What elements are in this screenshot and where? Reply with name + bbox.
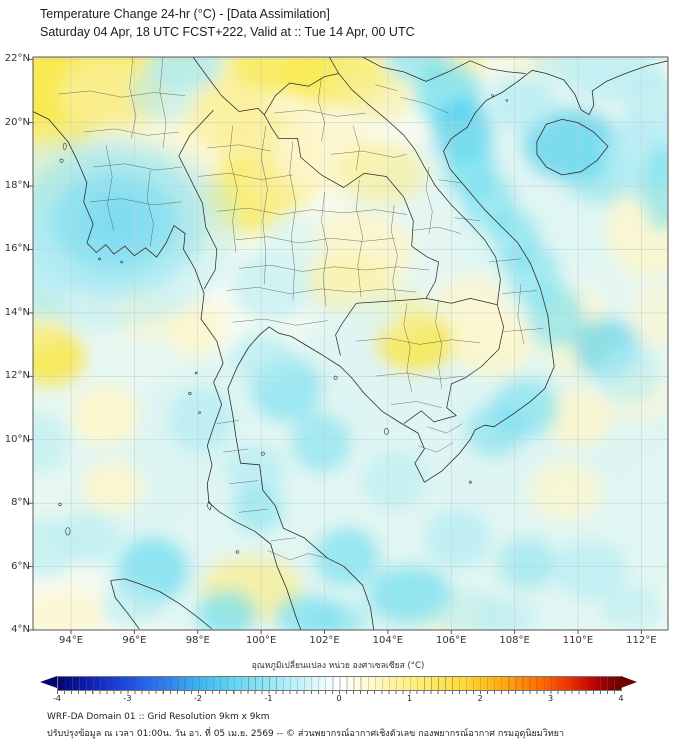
anomaly-blob [311, 601, 369, 630]
anomaly-blob [164, 301, 225, 356]
footer-domain-info: WRF-DA Domain 01 :: Grid Resolution 9km … [47, 712, 270, 722]
anomaly-blob [262, 213, 323, 274]
lat-label: 12°N [4, 370, 30, 382]
colorbar-tick: -4 [53, 694, 61, 703]
anomaly-blob [346, 297, 398, 336]
lat-label: 10°N [4, 433, 30, 445]
lon-label: 98°E [185, 635, 210, 646]
header: Temperature Change 24-hr (°C) - [Data As… [40, 5, 415, 41]
country-borders [178, 57, 526, 424]
anomaly-blob [291, 412, 352, 473]
anomaly-blob [424, 507, 491, 569]
lon-label: 112°E [626, 635, 657, 646]
anomaly-blob [167, 387, 235, 455]
lat-label: 20°N [4, 116, 30, 128]
anomaly-blob [435, 274, 506, 332]
anomaly-blob [337, 141, 426, 206]
lon-label: 94°E [58, 635, 84, 646]
map-frame [32, 56, 669, 631]
coastlines [33, 60, 668, 630]
anomaly-blob [530, 57, 582, 79]
colorbar-tickmarks [57, 691, 621, 694]
anomaly-blob [231, 485, 285, 534]
colorbar [40, 676, 637, 691]
anomaly-blob [313, 527, 381, 588]
lon-label: 108°E [499, 635, 530, 646]
colorbar-left-arrow [40, 676, 57, 688]
footer-credit: ปรับปรุงข้อมูล ณ เวลา 01:00น. วัน อา. ที… [47, 729, 565, 739]
lat-label: 22°N [4, 53, 30, 65]
anomaly-blob [131, 65, 195, 123]
colorbar-tick: -1 [264, 694, 273, 703]
colorbar-tick: 2 [477, 694, 483, 703]
anomaly-blob [628, 284, 668, 348]
anomaly-blob [601, 587, 668, 630]
colorbar-tick: 0 [336, 694, 342, 703]
map-grid [33, 57, 668, 631]
anomaly-blob [465, 403, 526, 458]
anomaly-blob [337, 65, 414, 123]
lon-label: 110°E [562, 635, 594, 646]
islands [58, 94, 508, 554]
anomaly-blob [72, 385, 140, 447]
lon-label: 96°E [122, 635, 147, 646]
anomaly-blob [59, 511, 121, 565]
anomaly-blob [33, 244, 70, 318]
lon-label: 100°E [245, 635, 277, 646]
colorbar-tick: 4 [618, 694, 624, 703]
colorbar-right-arrow [621, 676, 637, 688]
anomaly-blob [82, 460, 143, 515]
anomaly-blob [528, 460, 602, 521]
colorbar-gradient [57, 676, 622, 691]
colorbar-tick: 1 [406, 694, 413, 703]
anomaly-blob [527, 284, 585, 348]
anomaly-blob [101, 580, 162, 629]
colorbar-tick: -3 [123, 694, 132, 703]
lon-label: 104°E [372, 635, 404, 646]
anomaly-blob [33, 412, 70, 473]
colorbar-tick: 3 [547, 694, 554, 703]
anomaly-blob [479, 598, 537, 630]
lat-label: 14°N [4, 306, 30, 318]
anomaly-blob [360, 450, 428, 512]
lat-label: 18°N [4, 180, 30, 192]
colorbar-tick: -2 [194, 694, 202, 703]
anomaly-blob [196, 590, 257, 630]
page-title: Temperature Change 24-hr (°C) - [Data As… [40, 7, 330, 21]
anomaly-blob [367, 565, 453, 626]
anomaly-blob [33, 132, 239, 329]
anomaly-blob [554, 539, 628, 600]
anomaly-blob [33, 588, 106, 630]
lat-label: 6°N [11, 560, 30, 572]
page-subtitle: Saturday 04 Apr, 18 UTC FCST+222, Valid … [40, 25, 415, 39]
lat-label: 8°N [11, 497, 30, 509]
lat-label: 4°N [11, 624, 30, 635]
temperature-anomaly-field [33, 57, 668, 630]
lon-label: 106°E [436, 635, 467, 646]
anomaly-blob [490, 76, 558, 131]
province-boundaries [58, 57, 544, 561]
lat-label: 16°N [4, 243, 30, 255]
colorbar-label: อุณหภูมิเปลี่ยนแปลง หน่วย องศาเซลเซียส (… [251, 661, 425, 671]
anomaly-blob [598, 343, 659, 404]
forecast-map [29, 56, 669, 634]
anomaly-blob [497, 536, 558, 591]
axis-ticks [29, 58, 642, 634]
lon-label: 102°E [309, 635, 340, 646]
anomaly-blob [622, 71, 668, 149]
